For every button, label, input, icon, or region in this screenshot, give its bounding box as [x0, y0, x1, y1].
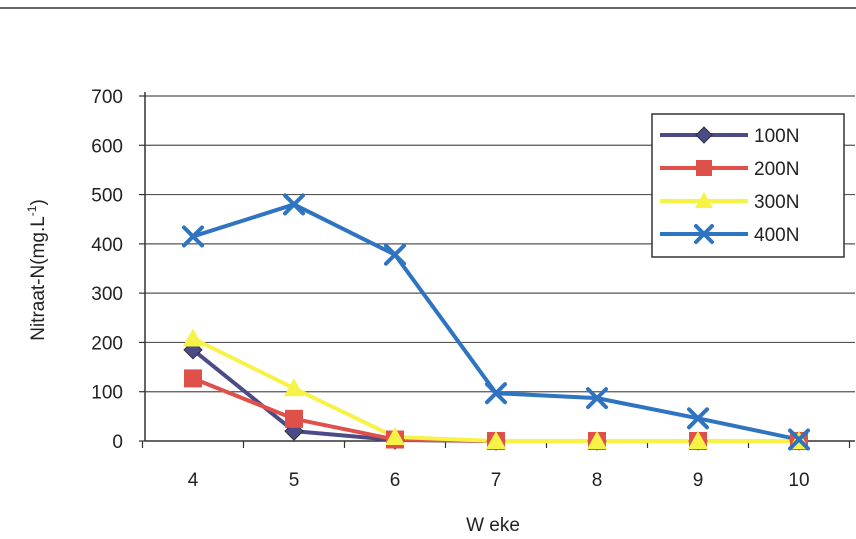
marker-400n-8-stroke-b [586, 387, 608, 410]
series-markers [182, 193, 810, 451]
x-tick-label-8: 8 [592, 470, 603, 491]
x-tick-label-7: 7 [491, 470, 502, 491]
legend-marker-100n [695, 126, 713, 144]
legend-label-300n: 300N [754, 192, 799, 213]
marker-300n-6 [385, 427, 405, 446]
x-tick-label-10: 10 [788, 470, 809, 491]
x-axis-title: W eke [466, 515, 520, 536]
legend-label-200n: 200N [754, 159, 799, 180]
marker-300n-7 [486, 431, 506, 449]
legend-marker-200n [696, 160, 712, 176]
y-tick-label-300: 300 [91, 284, 123, 305]
marker-400n-5 [283, 193, 305, 216]
y-tick-label-400: 400 [91, 235, 123, 256]
marker-400n-6-stroke-b [384, 243, 406, 266]
x-tick-label-5: 5 [289, 470, 300, 491]
marker-300n-8 [587, 431, 607, 449]
y-tick-label-500: 500 [91, 186, 123, 207]
marker-400n-4-stroke-b [182, 225, 204, 248]
marker-400n-6 [384, 243, 406, 266]
marker-400n-8 [586, 387, 608, 410]
y-axis-title-superscript: -1 [25, 205, 39, 216]
marker-300n-4 [183, 328, 203, 347]
legend-marker-400n [694, 224, 714, 244]
marker-400n-4 [182, 225, 204, 248]
y-tick-label-0: 0 [112, 432, 123, 453]
legend-marker-300n [695, 192, 713, 208]
marker-400n-5-stroke-b [283, 193, 305, 216]
marker-300n-9 [688, 431, 708, 449]
y-axis-title-main: Nitraat-N(mg.L [28, 216, 49, 341]
x-tick-label-6: 6 [390, 470, 401, 491]
marker-400n-10 [788, 428, 810, 451]
y-tick-label-600: 600 [91, 136, 123, 157]
x-tick-label-9: 9 [693, 470, 704, 491]
legend-label-400n: 400N [754, 225, 799, 246]
legend-label-100n: 100N [754, 126, 799, 147]
marker-400n-9-stroke-b [687, 407, 709, 430]
marker-200n-5 [285, 409, 303, 428]
y-axis-title-close: ) [28, 199, 49, 205]
gridlines [145, 95, 855, 393]
marker-200n-4 [184, 369, 202, 388]
marker-400n-10-stroke-b [788, 428, 810, 451]
marker-300n-5 [284, 378, 304, 397]
marker-400n-7-stroke-b [485, 382, 507, 405]
marker-400n-7 [485, 382, 507, 405]
y-tick-label-100: 100 [91, 383, 123, 404]
legend: 100N 200N 300N 400N [651, 113, 845, 258]
y-tick-label-200: 200 [91, 333, 123, 354]
y-tick-label-700: 700 [91, 87, 123, 108]
marker-400n-9 [687, 407, 709, 430]
x-tick-label-4: 4 [188, 470, 199, 491]
y-axis-title: Nitraat-N(mg.L-1) [25, 199, 49, 341]
legend-marker-400n-stroke-b [694, 224, 714, 244]
